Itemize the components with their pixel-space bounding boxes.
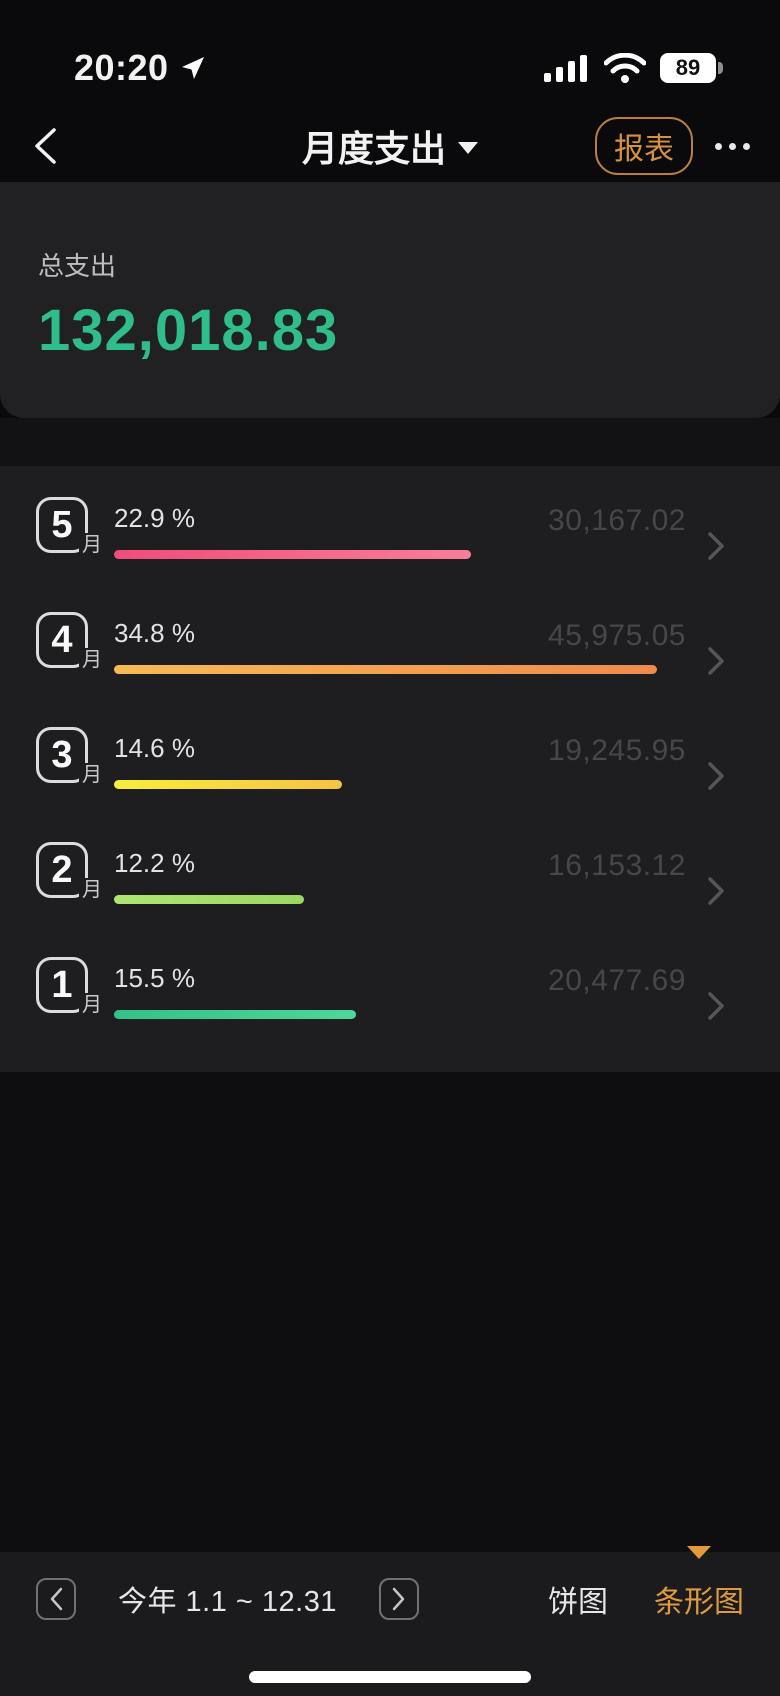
clock: 20:20 [74,47,169,88]
bottom-bar: 今年 1.1 ~ 12.31 饼图 条形图 [0,1546,780,1696]
month-number: 2 [51,848,73,891]
next-period-button[interactable] [379,1578,419,1620]
back-icon[interactable] [30,126,60,166]
month-unit: 月 [79,533,103,556]
prev-icon [50,1587,63,1611]
month-amount: 30,167.02 [548,504,686,537]
home-indicator[interactable] [249,1671,531,1683]
month-amount: 19,245.95 [548,734,686,767]
battery-icon: 89 [660,53,723,83]
report-button[interactable]: 报表 [595,117,693,175]
month-row[interactable]: 4 月 34.8 % 45,975.05 [36,611,752,726]
summary-card: 总支出 132,018.83 [0,182,780,418]
status-right: 89 [544,53,723,83]
month-stats: 22.9 % [114,496,752,559]
bottom-controls: 今年 1.1 ~ 12.31 饼图 条形图 [36,1546,744,1628]
location-arrow-icon [181,57,204,79]
total-expense-value: 132,018.83 [38,298,339,363]
month-percent: 15.5 % [114,963,195,993]
month-unit: 月 [79,993,103,1016]
chevron-right-icon [708,532,724,560]
month-percent: 22.9 % [114,503,195,533]
active-tab-triangle-icon [687,1546,711,1559]
prev-period-button[interactable] [36,1578,76,1620]
month-stats: 12.2 % [114,841,752,904]
period-label: 今年 1.1 ~ 12.31 [118,1586,337,1618]
month-amount: 45,975.05 [548,619,686,652]
month-bar [114,895,304,904]
month-unit: 月 [79,648,103,671]
month-row[interactable]: 2 月 12.2 % 16,153.12 [36,841,752,956]
status-left: 20:20 [74,47,207,89]
month-unit: 月 [79,878,103,901]
signal-icon [544,55,587,82]
battery-percent: 89 [675,55,701,80]
total-expense-label: 总支出 [38,251,117,281]
month-stats: 15.5 % [114,956,752,1019]
month-bar [114,665,657,674]
page-title: 月度支出 [301,128,447,169]
month-percent: 12.2 % [114,848,195,878]
month-number: 1 [51,963,73,1006]
month-percent: 34.8 % [114,618,195,648]
month-list: 5 月 22.9 % 30,167.02 4 月 34.8 % 45,975.05 3 月 14.6… [0,466,780,1072]
caret-down-icon [458,142,479,154]
month-number: 4 [51,618,73,661]
wifi-icon [604,53,646,83]
nav-actions: 报表 [595,117,750,175]
tab-bar-chart-label: 条形图 [654,1586,744,1619]
month-row[interactable]: 5 月 22.9 % 30,167.02 [36,496,752,611]
month-row[interactable]: 1 月 15.5 % 20,477.69 [36,956,752,1071]
chevron-right-icon [708,762,724,790]
month-amount: 20,477.69 [548,964,686,997]
section-gap [0,418,780,466]
tab-pie-chart[interactable]: 饼图 [548,1577,608,1621]
month-bar [114,780,342,789]
spacer [0,1072,780,1552]
month-bar [114,550,471,559]
month-stats: 14.6 % [114,726,752,789]
next-icon [392,1587,405,1611]
month-amount: 16,153.12 [548,849,686,882]
tab-bar-chart[interactable]: 条形图 [654,1546,744,1621]
month-stats: 34.8 % [114,611,752,674]
chevron-right-icon [708,992,724,1020]
more-icon[interactable] [715,137,750,156]
month-percent: 14.6 % [114,733,195,763]
chart-type-tabs: 饼图 条形图 [548,1546,744,1621]
month-number: 5 [51,503,73,546]
month-number: 3 [51,733,73,776]
chevron-right-icon [708,877,724,905]
month-row[interactable]: 3 月 14.6 % 19,245.95 [36,726,752,841]
nav-bar: 月度支出 报表 [0,110,780,182]
title-dropdown[interactable]: 月度支出 [301,120,479,172]
chevron-right-icon [708,647,724,675]
month-bar [114,1010,356,1019]
status-bar: 20:20 89 [0,0,780,110]
month-unit: 月 [79,763,103,786]
